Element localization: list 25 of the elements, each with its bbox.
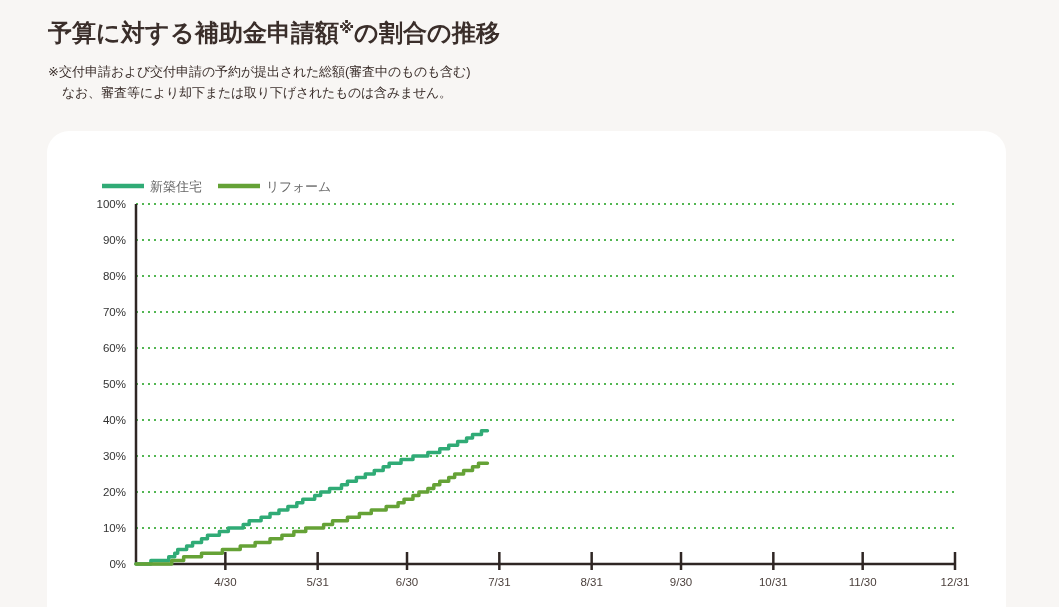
x-tick-label: 10/31 (758, 576, 788, 588)
x-tick-label: 9/30 (669, 576, 693, 588)
legend-label: 新築住宅 (150, 179, 202, 194)
y-tick-label: 80% (102, 270, 126, 282)
y-tick-label: 20% (102, 486, 126, 498)
y-tick-label: 100% (96, 198, 126, 210)
text: なお、審査等により却下または取り下げされたものは含みません。 (62, 85, 452, 100)
chart-title: 予算に対する補助金申請額$^{※}$の割合の推移 (47, 18, 501, 46)
y-tick-label: 50% (102, 378, 126, 390)
y-tick-label: 40% (102, 414, 126, 426)
x-tick-label: 7/31 (488, 576, 511, 588)
x-tick-label: 11/30 (848, 576, 877, 588)
x-tick-label: 4/30 (214, 576, 237, 588)
legend-label: リフォーム (266, 179, 331, 194)
x-tick-label: 5/31 (306, 576, 329, 588)
x-tick-label: 6/30 (395, 576, 419, 588)
y-tick-label: 0% (109, 558, 126, 570)
x-tick-label: 12/31 (940, 576, 970, 588)
x-tick-label: 8/31 (580, 576, 603, 588)
y-tick-label: 60% (102, 342, 126, 354)
y-tick-label: 30% (102, 450, 126, 462)
y-tick-label: 70% (102, 306, 126, 318)
y-tick-label: 10% (102, 522, 126, 534)
y-tick-label: 90% (102, 234, 126, 246)
chart-subtitle: ※交付申請および交付申請の予約が提出された総額(審査中のものも含む) (48, 64, 471, 79)
